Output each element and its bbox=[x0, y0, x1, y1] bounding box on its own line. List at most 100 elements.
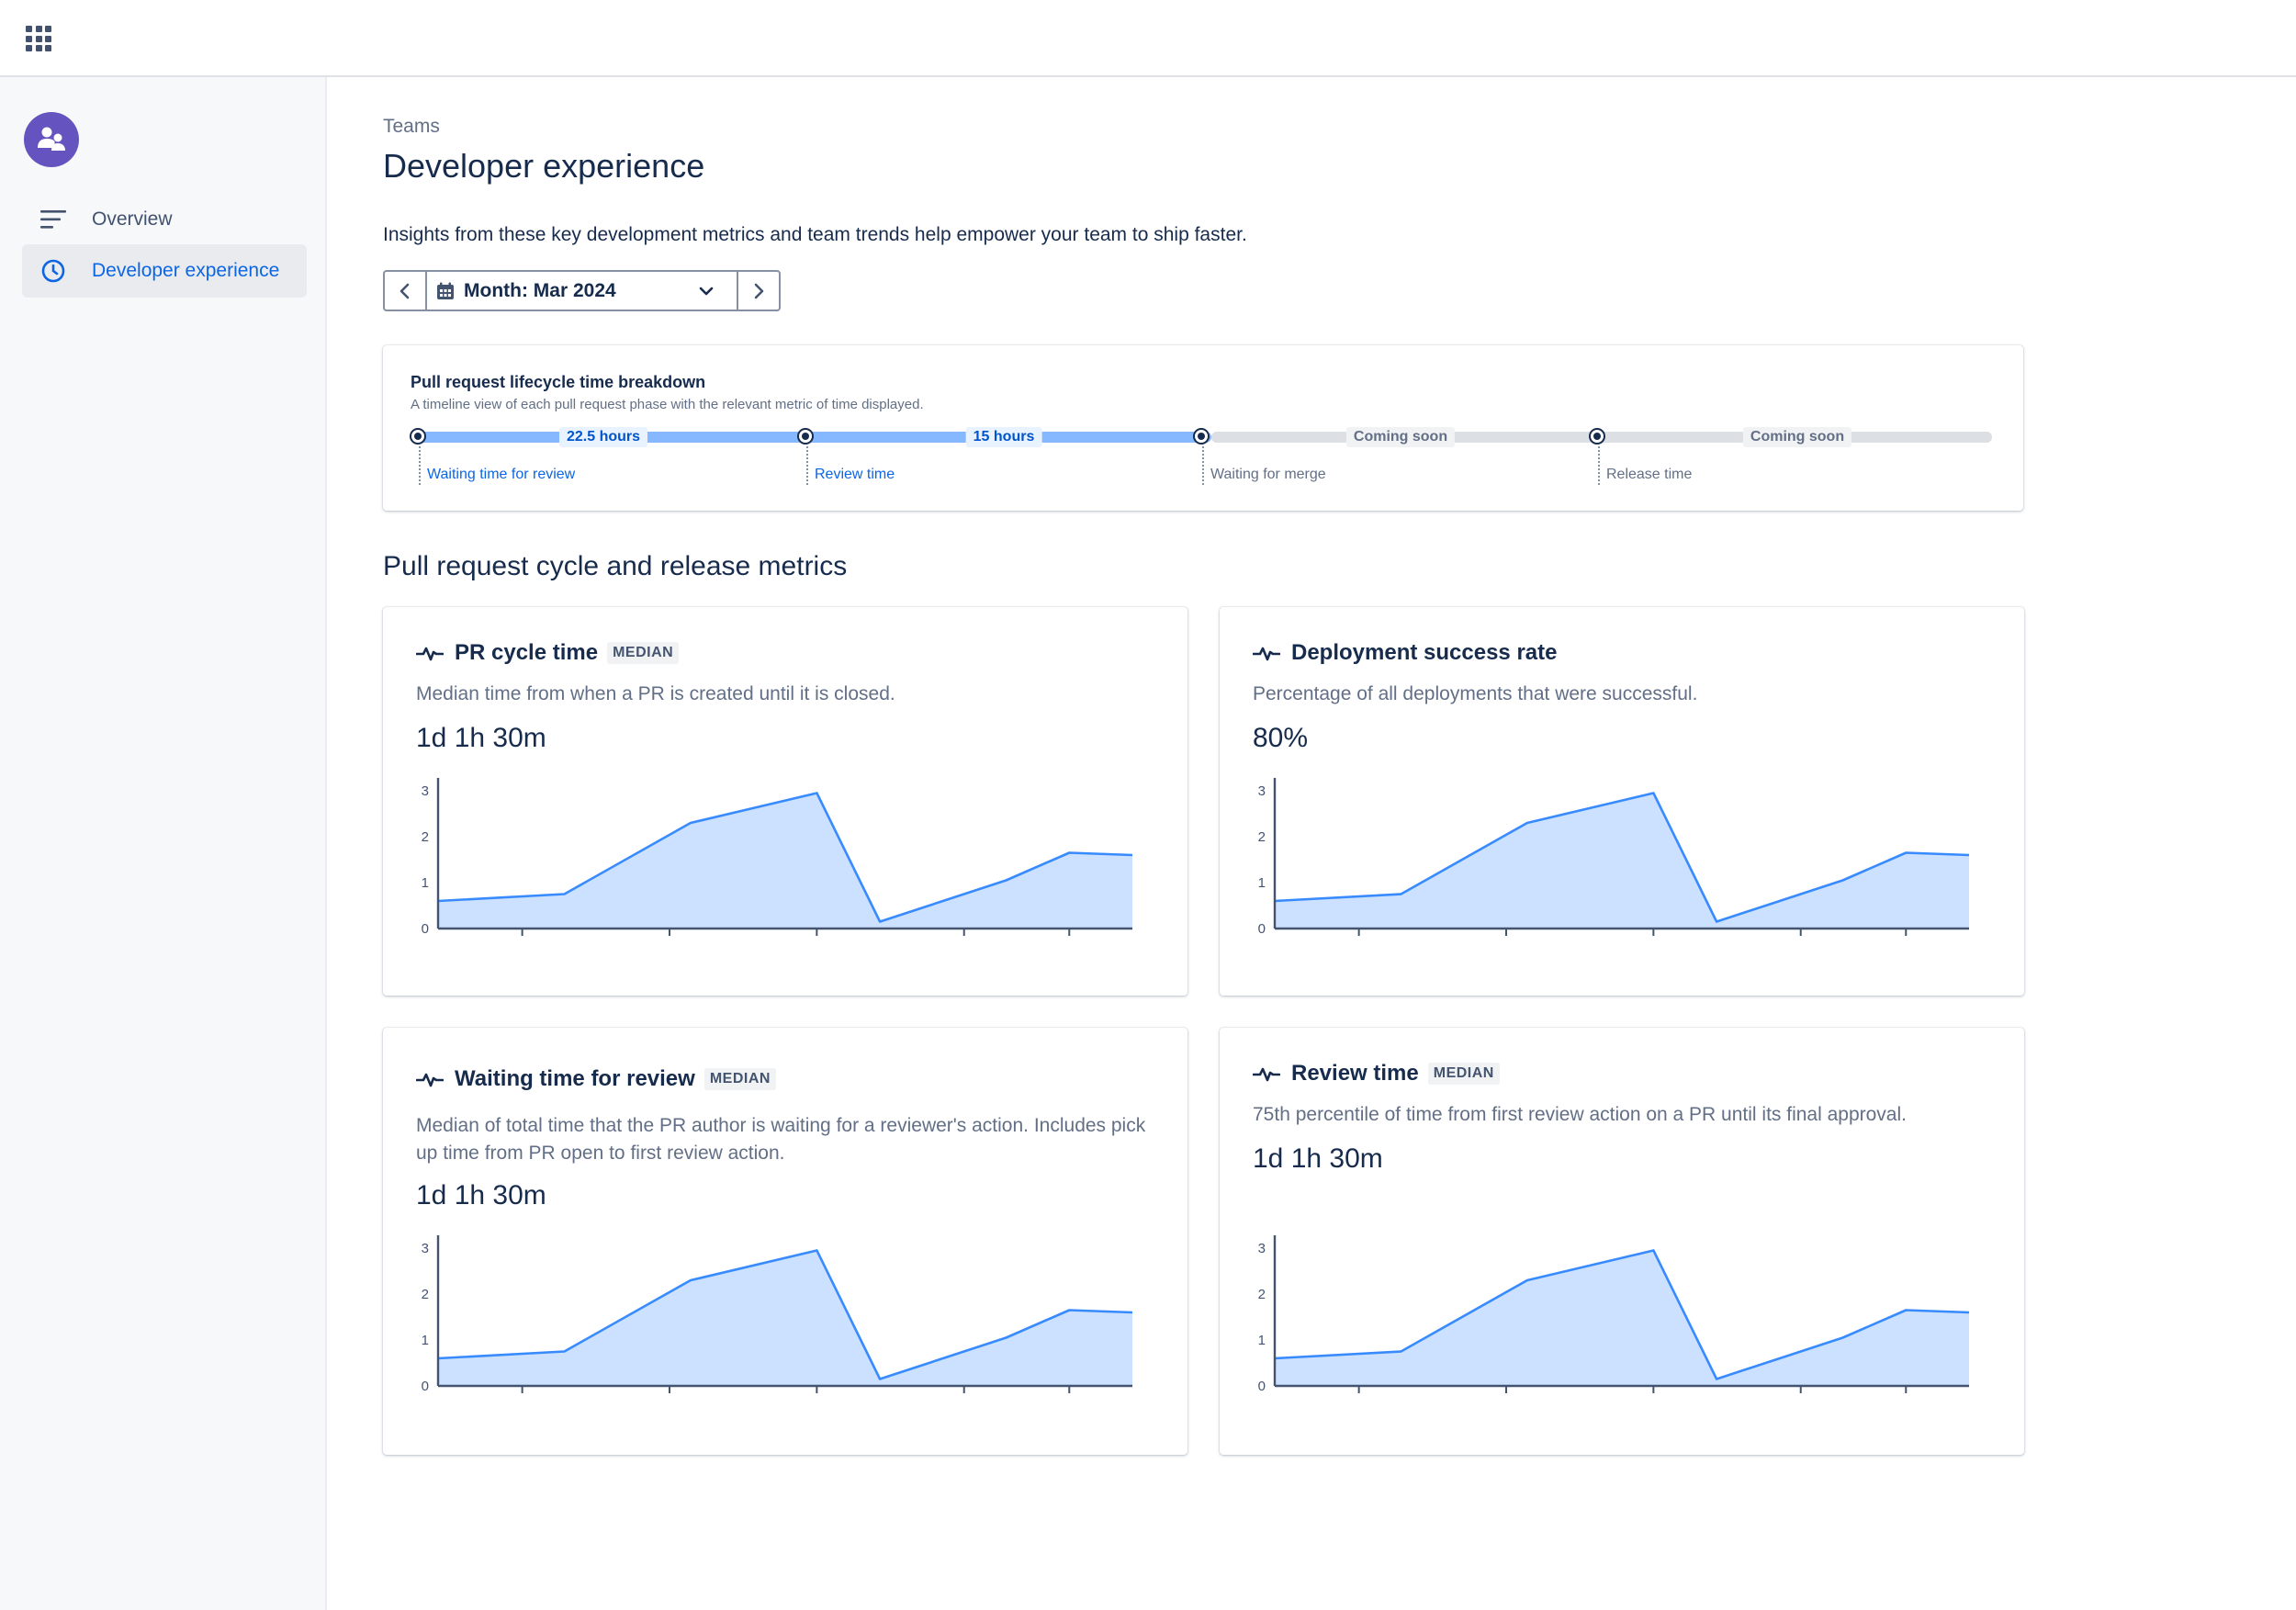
median-badge: MEDIAN bbox=[607, 642, 680, 664]
y-tick-label: 0 bbox=[422, 921, 429, 937]
area-chart: 0 1 2 3 5 Mar 12 Mar 19 Mar 26 Mar 31 Mar bbox=[1258, 1235, 1970, 1404]
phase-metric: Coming soon bbox=[1345, 427, 1456, 447]
sidebar-item-developer-experience[interactable]: Developer experience bbox=[22, 244, 307, 298]
lifecycle-subtitle: A timeline view of each pull request pha… bbox=[411, 397, 924, 412]
chart-series-line bbox=[1274, 792, 1970, 923]
previous-month-button[interactable] bbox=[385, 272, 427, 310]
timeline-milestone bbox=[797, 428, 814, 445]
x-tick-label: 5 Mar bbox=[1341, 1402, 1376, 1404]
timeline-divider bbox=[806, 446, 808, 485]
card-title: Waiting time for review bbox=[455, 1066, 695, 1091]
card-description: Median of total time that the PR author … bbox=[416, 1115, 1146, 1164]
card-value: 1d 1h 30m bbox=[416, 1180, 546, 1210]
x-tick-label: 5 Mar bbox=[1341, 944, 1376, 947]
y-tick-label: 2 bbox=[1258, 1287, 1266, 1302]
card-title: Review time bbox=[1291, 1061, 1419, 1086]
team-icon[interactable] bbox=[24, 112, 79, 167]
y-tick-label: 3 bbox=[422, 783, 429, 799]
chart-series-line bbox=[437, 792, 1133, 923]
x-tick-label: 26 Mar bbox=[1779, 1402, 1822, 1404]
y-tick-label: 2 bbox=[422, 1287, 429, 1302]
x-tick-label: 12 Mar bbox=[1485, 1402, 1528, 1404]
month-label: Month: Mar 2024 bbox=[464, 279, 616, 301]
sidebar: Overview Developer experience bbox=[0, 77, 327, 1610]
app-switcher-icon[interactable] bbox=[26, 26, 51, 51]
x-tick-label: 12 Mar bbox=[648, 944, 692, 947]
x-tick-label: 19 Mar bbox=[795, 944, 838, 947]
page-title: Developer experience bbox=[383, 147, 705, 185]
area-chart: 0 1 2 3 5 Mar 12 Mar 19 Mar 26 Mar 31 Mar bbox=[422, 778, 1133, 947]
timeline-divider bbox=[1202, 446, 1204, 485]
metric-card-deployment-success-rate: Deployment success rate Percentage of al… bbox=[1220, 607, 2024, 996]
y-tick-label: 1 bbox=[422, 875, 429, 891]
y-tick-label: 1 bbox=[1258, 1333, 1266, 1348]
phase-label-release-time: Release time bbox=[1606, 467, 1693, 482]
chart-area bbox=[1275, 1250, 1969, 1386]
timeline-segment-available bbox=[418, 432, 1211, 443]
card-value: 1d 1h 30m bbox=[416, 723, 546, 753]
card-description: Median time from when a PR is created un… bbox=[416, 683, 895, 704]
month-select[interactable]: Month: Mar 2024 bbox=[427, 272, 737, 310]
x-tick-label: 12 Mar bbox=[1485, 944, 1528, 947]
card-description: 75th percentile of time from first revie… bbox=[1253, 1104, 1907, 1125]
page-description: Insights from these key development metr… bbox=[383, 224, 1247, 245]
metric-card-pr-cycle-time: PR cycle time MEDIAN Median time from wh… bbox=[383, 607, 1187, 996]
phase-label-waiting-for-merge: Waiting for merge bbox=[1210, 467, 1326, 482]
phase-label-review-time[interactable]: Review time bbox=[815, 467, 895, 482]
x-tick-label: 31 Mar bbox=[1048, 1402, 1091, 1404]
x-tick-label: 31 Mar bbox=[1885, 944, 1928, 947]
metric-card-waiting-time-for-review: Waiting time for review MEDIAN Median of… bbox=[383, 1028, 1187, 1455]
clock-icon bbox=[39, 256, 68, 286]
y-tick-label: 1 bbox=[1258, 875, 1266, 891]
x-tick-label: 5 Mar bbox=[504, 1402, 539, 1404]
activity-icon bbox=[1253, 647, 1280, 661]
chart-area bbox=[1275, 793, 1969, 929]
x-tick-label: 31 Mar bbox=[1048, 944, 1091, 947]
phase-metric: 22.5 hours bbox=[558, 427, 648, 447]
y-tick-label: 3 bbox=[422, 1241, 429, 1256]
card-value: 80% bbox=[1253, 723, 1309, 753]
x-tick-label: 26 Mar bbox=[942, 1402, 985, 1404]
x-tick-label: 31 Mar bbox=[1885, 1402, 1928, 1404]
timeline-milestone bbox=[410, 428, 426, 445]
month-picker: Month: Mar 2024 bbox=[383, 270, 781, 311]
chevron-down-icon bbox=[699, 287, 714, 295]
chart-series-line bbox=[437, 1249, 1133, 1380]
activity-icon bbox=[416, 647, 444, 661]
sidebar-item-label: Overview bbox=[92, 208, 173, 230]
x-tick-label: 12 Mar bbox=[648, 1402, 692, 1404]
card-value: 1d 1h 30m bbox=[1253, 1143, 1383, 1174]
y-tick-label: 3 bbox=[1258, 783, 1266, 799]
timeline-milestone bbox=[1193, 428, 1210, 445]
card-header: PR cycle time MEDIAN bbox=[416, 640, 680, 666]
lifecycle-timeline: 22.5 hours 15 hours Coming soon Coming s… bbox=[410, 427, 1992, 447]
activity-icon bbox=[416, 1073, 444, 1087]
x-tick-label: 26 Mar bbox=[942, 944, 985, 947]
y-tick-label: 2 bbox=[1258, 829, 1266, 845]
card-header: Waiting time for review MEDIAN bbox=[416, 1066, 776, 1092]
y-tick-label: 0 bbox=[1258, 921, 1266, 937]
median-badge: MEDIAN bbox=[703, 1068, 776, 1090]
card-title: Deployment success rate bbox=[1291, 640, 1558, 665]
chart-area bbox=[438, 793, 1132, 929]
x-tick-label: 19 Mar bbox=[1632, 944, 1675, 947]
y-tick-label: 1 bbox=[422, 1333, 429, 1348]
top-navigation bbox=[0, 0, 2296, 77]
calendar-icon bbox=[437, 282, 454, 299]
x-tick-label: 26 Mar bbox=[1779, 944, 1822, 947]
area-chart: 0 1 2 3 5 Mar 12 Mar 19 Mar 26 Mar 31 Mar bbox=[422, 1235, 1133, 1404]
breadcrumb[interactable]: Teams bbox=[383, 116, 440, 137]
phase-label-waiting-time-for-review[interactable]: Waiting time for review bbox=[427, 467, 576, 482]
chevron-left-icon bbox=[400, 283, 410, 298]
y-tick-label: 0 bbox=[422, 1379, 429, 1394]
chart-area bbox=[438, 1250, 1132, 1386]
chart-series-line bbox=[1274, 1249, 1970, 1380]
lifecycle-breakdown-card: Pull request lifecycle time breakdown A … bbox=[383, 345, 2023, 511]
next-month-button[interactable] bbox=[737, 272, 779, 310]
y-tick-label: 0 bbox=[1258, 1379, 1266, 1394]
sidebar-item-overview[interactable]: Overview bbox=[22, 193, 307, 246]
timeline-divider bbox=[419, 446, 421, 485]
card-header: Review time MEDIAN bbox=[1253, 1061, 1500, 1086]
activity-icon bbox=[1253, 1067, 1280, 1082]
timeline-milestone bbox=[1589, 428, 1605, 445]
